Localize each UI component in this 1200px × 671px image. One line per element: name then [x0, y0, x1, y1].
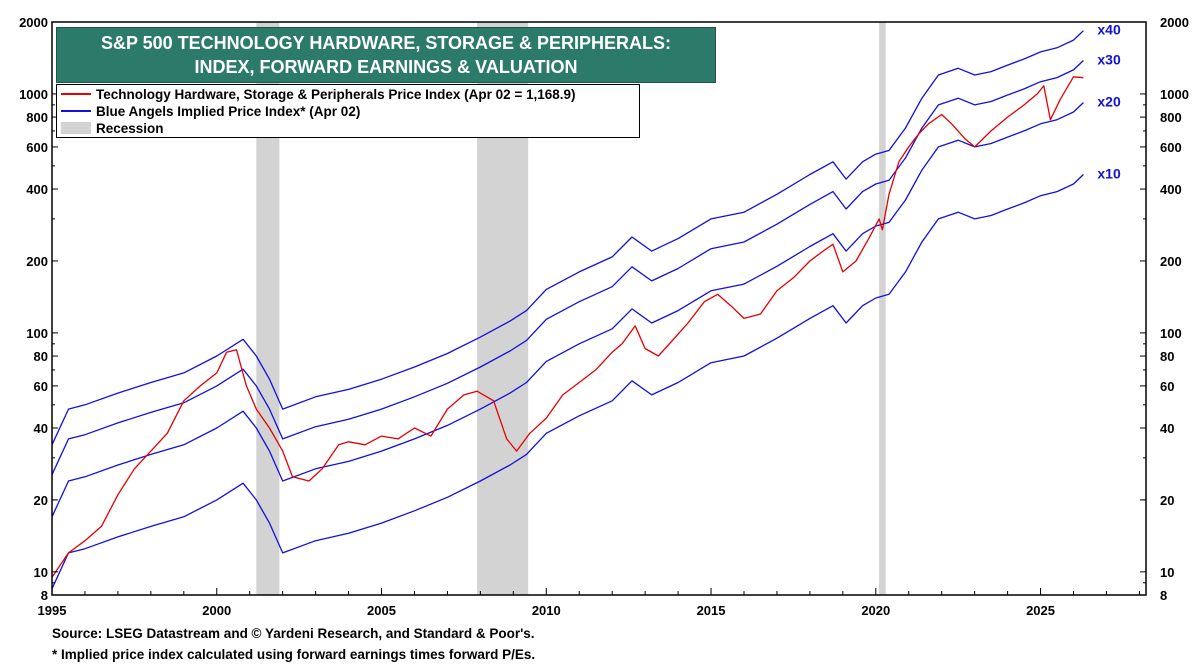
implied-note: * Implied price index calculated using f… [52, 647, 536, 662]
y-tick-label-right: 100 [1160, 326, 1182, 341]
y-tick-label-right: 200 [1160, 254, 1182, 269]
x-tick-label: 2010 [532, 603, 561, 618]
band-label: x30 [1097, 52, 1121, 68]
series-line-technology-hardware-storage-peripherals-price-index [51, 76, 1084, 578]
y-tick-label-left: 2000 [19, 15, 48, 30]
legend-item-price-index: Technology Hardware, Storage & Periphera… [61, 86, 576, 103]
legend-label: Technology Hardware, Storage & Periphera… [96, 87, 576, 102]
legend-item-recession: Recession [61, 120, 164, 137]
legend-swatch-blue [61, 110, 91, 113]
y-tick-label-left: 800 [26, 110, 48, 125]
legend: Technology Hardware, Storage & Periphera… [56, 84, 640, 138]
y-tick-label-right: 2000 [1160, 15, 1189, 30]
x-tick-label: 2005 [367, 603, 396, 618]
y-tick-label-right: 60 [1160, 379, 1174, 394]
series-line-x20 [51, 102, 1084, 518]
source-note: Source: LSEG Datastream and © Yardeni Re… [52, 626, 535, 641]
series-line-x30 [51, 60, 1084, 475]
chart-title-line-1: S&P 500 TECHNOLOGY HARDWARE, STORAGE & P… [100, 33, 672, 53]
y-tick-label-right: 20 [1160, 493, 1174, 508]
y-tick-label-right: 8 [1160, 588, 1167, 603]
chart-title: S&P 500 TECHNOLOGY HARDWARE, STORAGE & P… [56, 27, 716, 83]
y-tick-label-left: 40 [34, 421, 48, 436]
legend-swatch-red [61, 93, 91, 96]
y-tick-label-left: 400 [26, 182, 48, 197]
x-tick-label: 2025 [1026, 603, 1055, 618]
y-tick-label-left: 1000 [19, 87, 48, 102]
series-line-x40 [51, 30, 1084, 446]
y-tick-label-right: 1000 [1160, 87, 1189, 102]
band-label: x40 [1097, 22, 1121, 38]
y-tick-label-left: 20 [34, 493, 48, 508]
x-tick-label: 1995 [38, 603, 67, 618]
y-tick-label-right: 400 [1160, 182, 1182, 197]
series-line-x10 [51, 174, 1084, 589]
x-tick-label: 2015 [697, 603, 726, 618]
y-tick-label-right: 10 [1160, 565, 1174, 580]
legend-label: Blue Angels Implied Price Index* (Apr 02… [96, 104, 361, 119]
legend-swatch-gray [61, 122, 91, 135]
y-tick-label-left: 100 [26, 326, 48, 341]
band-labels: x40 x30 x20 x10 [1097, 22, 1121, 182]
band-label: x20 [1097, 94, 1121, 110]
y-tick-label-right: 600 [1160, 140, 1182, 155]
y-tick-label-left: 10 [34, 565, 48, 580]
x-tick-label: 2000 [202, 603, 231, 618]
chart-title-line-2: INDEX, FORWARD EARNINGS & VALUATION [194, 57, 578, 77]
series-layer [51, 30, 1084, 589]
y-tick-label-right: 40 [1160, 421, 1174, 436]
y-tick-label-left: 80 [34, 349, 48, 364]
y-tick-label-left: 200 [26, 254, 48, 269]
y-tick-label-left: 8 [41, 588, 48, 603]
legend-item-implied-index: Blue Angels Implied Price Index* (Apr 02… [61, 103, 360, 120]
x-tick-label: 2020 [861, 603, 890, 618]
y-tick-label-right: 800 [1160, 110, 1182, 125]
y-tick-label-left: 60 [34, 379, 48, 394]
y-tick-label-left: 600 [26, 140, 48, 155]
legend-label: Recession [96, 121, 164, 136]
recession-band [879, 22, 886, 595]
plot-frame [51, 21, 1147, 596]
band-label: x10 [1097, 166, 1121, 182]
y-tick-label-right: 80 [1160, 349, 1174, 364]
recession-band [256, 22, 280, 595]
